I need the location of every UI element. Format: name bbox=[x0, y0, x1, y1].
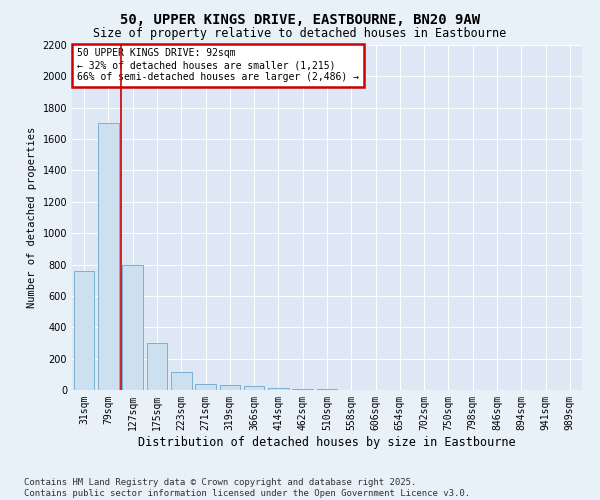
Bar bbox=[122, 264, 143, 390]
Bar bbox=[98, 124, 119, 390]
Text: 50 UPPER KINGS DRIVE: 92sqm
← 32% of detached houses are smaller (1,215)
66% of : 50 UPPER KINGS DRIVE: 92sqm ← 32% of det… bbox=[77, 48, 359, 82]
Bar bbox=[195, 384, 216, 390]
X-axis label: Distribution of detached houses by size in Eastbourne: Distribution of detached houses by size … bbox=[138, 436, 516, 448]
Bar bbox=[220, 384, 240, 390]
Text: Contains HM Land Registry data © Crown copyright and database right 2025.
Contai: Contains HM Land Registry data © Crown c… bbox=[24, 478, 470, 498]
Bar bbox=[74, 271, 94, 390]
Text: Size of property relative to detached houses in Eastbourne: Size of property relative to detached ho… bbox=[94, 28, 506, 40]
Y-axis label: Number of detached properties: Number of detached properties bbox=[27, 127, 37, 308]
Bar bbox=[171, 372, 191, 390]
Bar bbox=[268, 388, 289, 390]
Bar bbox=[292, 389, 313, 390]
Bar bbox=[146, 343, 167, 390]
Text: 50, UPPER KINGS DRIVE, EASTBOURNE, BN20 9AW: 50, UPPER KINGS DRIVE, EASTBOURNE, BN20 … bbox=[120, 12, 480, 26]
Bar bbox=[244, 386, 265, 390]
Bar bbox=[317, 389, 337, 390]
